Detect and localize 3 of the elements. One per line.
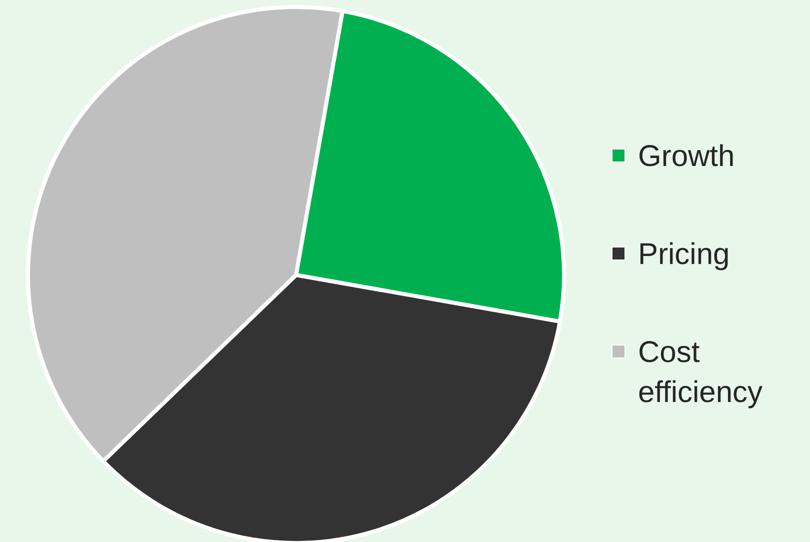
legend-label: Growth bbox=[638, 140, 735, 173]
legend-label: Cost efficiency bbox=[638, 336, 763, 409]
legend-label: Pricing bbox=[638, 238, 730, 271]
